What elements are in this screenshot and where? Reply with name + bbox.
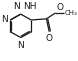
- Text: O: O: [56, 3, 63, 12]
- Text: NH: NH: [23, 2, 36, 11]
- Text: N: N: [1, 15, 7, 25]
- Text: N: N: [13, 2, 20, 11]
- Text: N: N: [17, 41, 24, 50]
- Text: CH₃: CH₃: [64, 10, 77, 16]
- Text: O: O: [46, 34, 53, 43]
